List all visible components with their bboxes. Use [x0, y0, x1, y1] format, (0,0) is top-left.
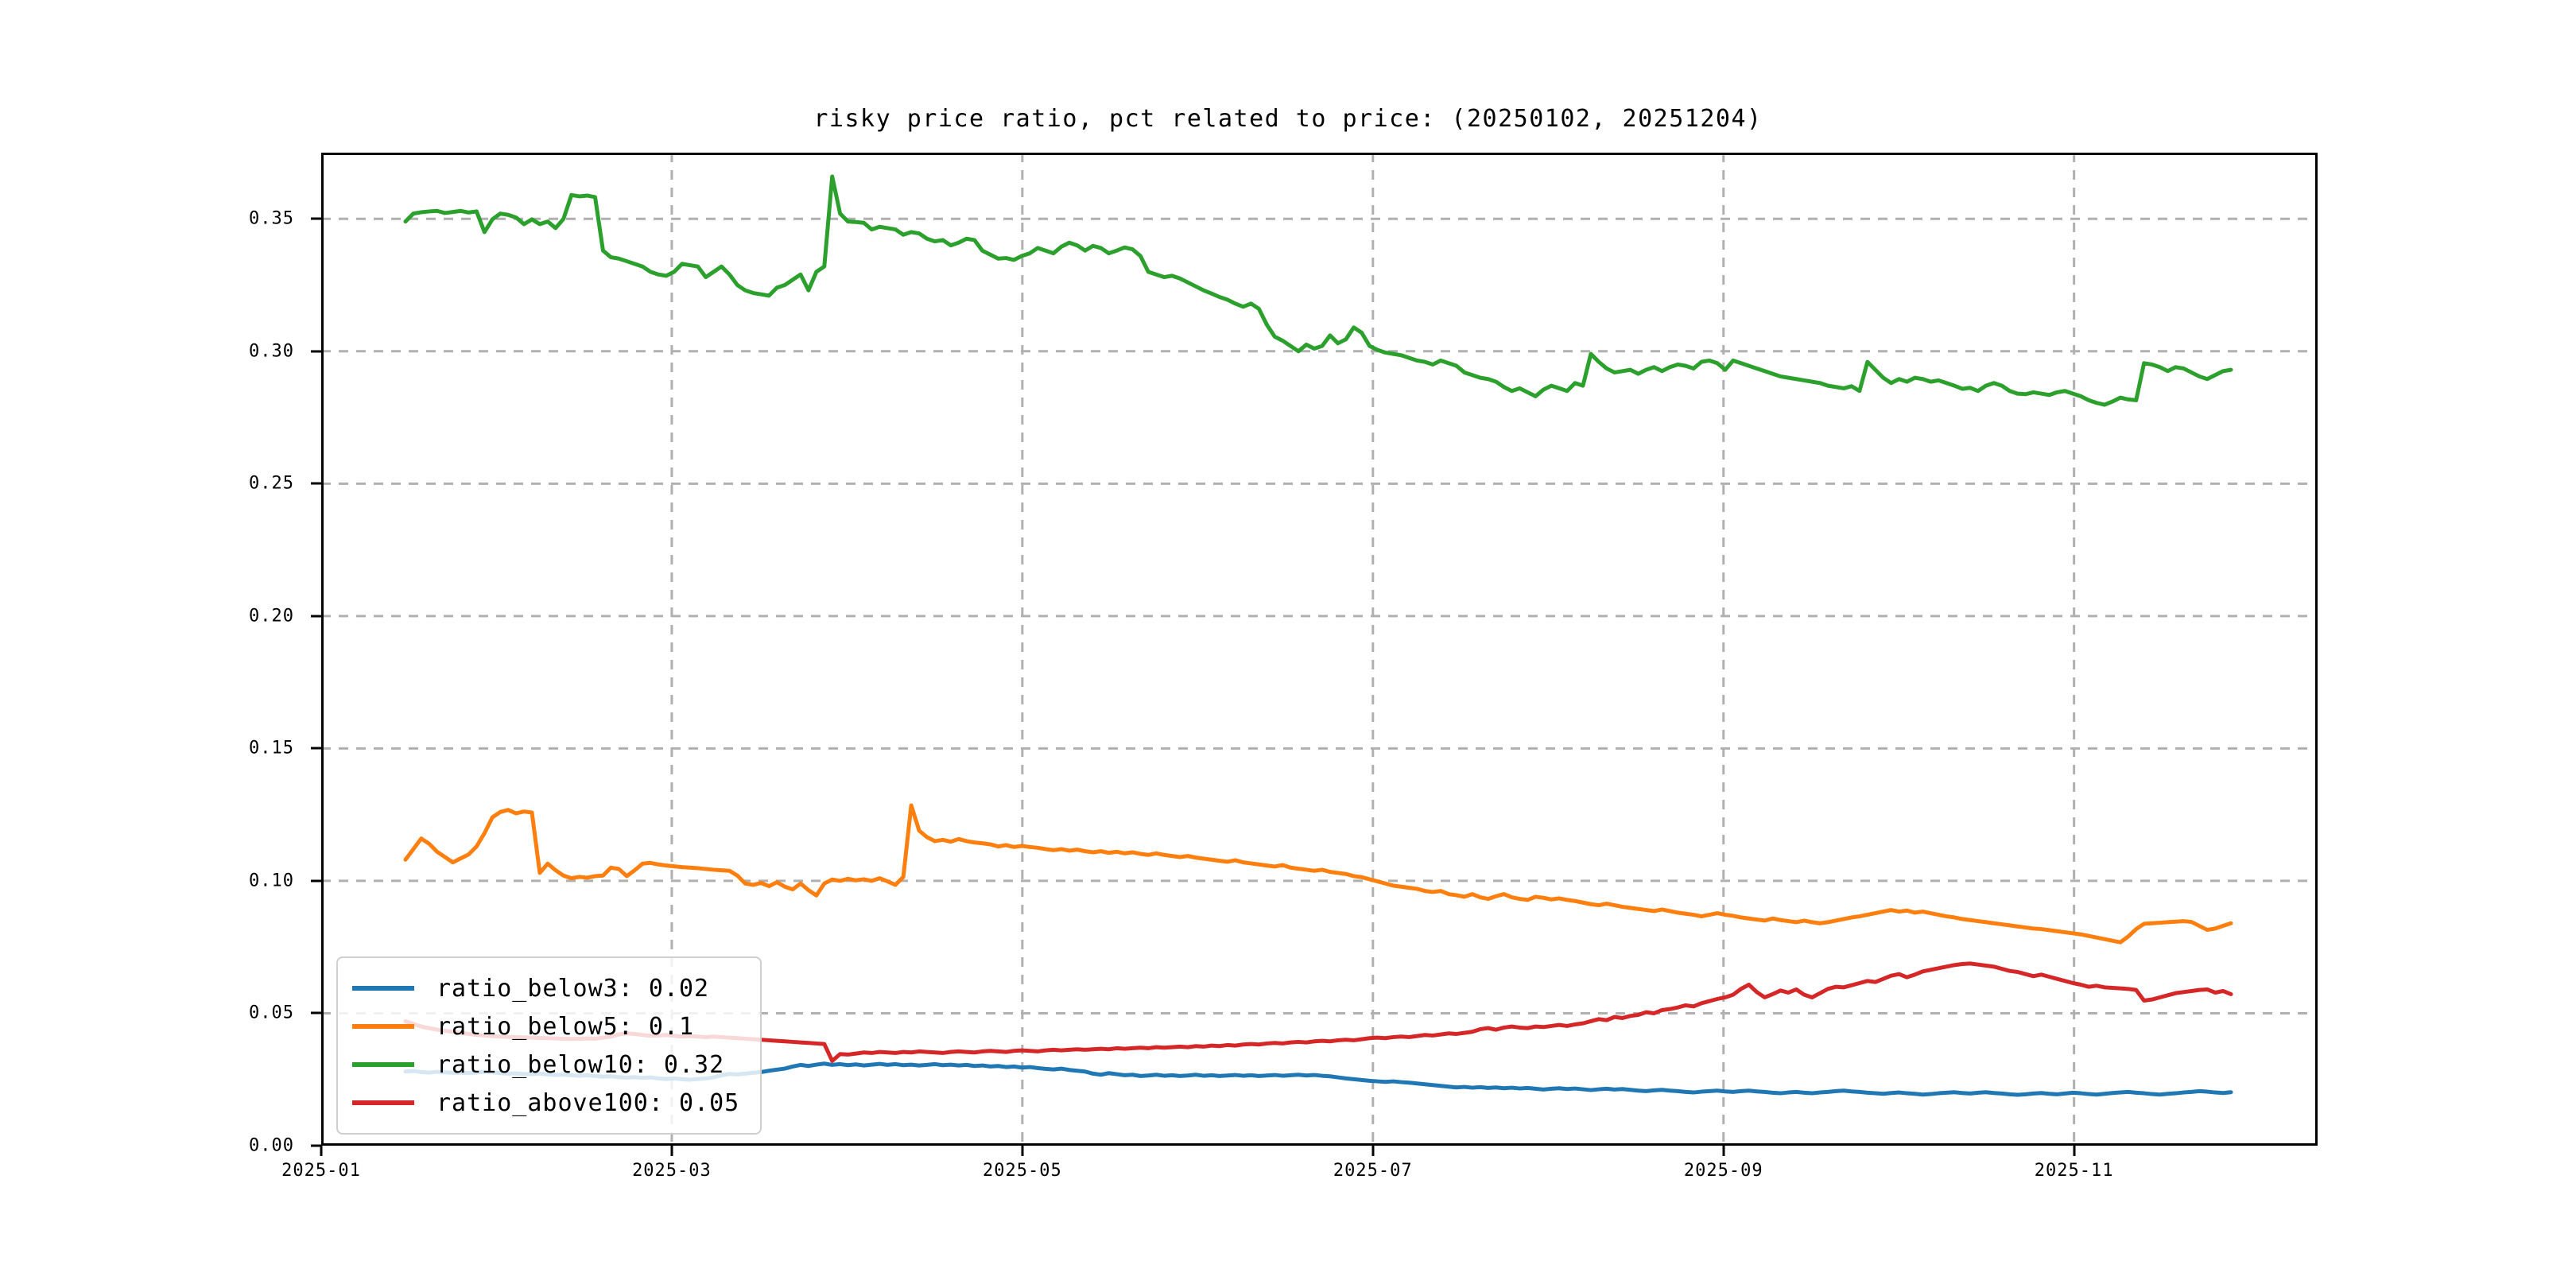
legend-item-ratio_above100[interactable]: ratio_above100: 0.05 — [352, 1084, 739, 1122]
y-tick-mark — [311, 350, 321, 353]
legend-label: ratio_above100: 0.05 — [436, 1088, 740, 1117]
legend[interactable]: ratio_below3: 0.02 ratio_below5: 0.1 ratio… — [336, 956, 762, 1135]
x-tick-mark — [1371, 1146, 1375, 1156]
x-tick-mark — [1021, 1146, 1024, 1156]
series-line-ratio_below10 — [403, 174, 2233, 407]
y-tick-label: 0.20 — [249, 606, 294, 627]
legend-color-swatch — [352, 986, 414, 991]
y-tick-mark — [311, 482, 321, 485]
y-tick-label: 0.05 — [249, 1003, 294, 1023]
y-tick-mark — [311, 217, 321, 220]
y-tick-label: 0.30 — [249, 341, 294, 362]
y-tick-mark — [311, 747, 321, 750]
x-tick-label: 2025-11 — [2034, 1161, 2114, 1181]
y-tick-label: 0.25 — [249, 473, 294, 494]
y-tick-mark — [311, 615, 321, 618]
x-tick-label: 2025-01 — [281, 1161, 361, 1181]
legend-item-ratio_below3[interactable]: ratio_below3: 0.02 — [352, 969, 739, 1007]
legend-label: ratio_below10: 0.32 — [436, 1050, 725, 1079]
y-tick-label: 0.10 — [249, 871, 294, 891]
series-line-ratio_below5 — [403, 803, 2233, 945]
x-tick-label: 2025-09 — [1683, 1161, 1763, 1181]
x-tick-mark — [1722, 1146, 1725, 1156]
x-tick-label: 2025-03 — [632, 1161, 712, 1181]
x-tick-mark — [2073, 1146, 2076, 1156]
x-tick-mark — [320, 1146, 323, 1156]
y-tick-label: 0.00 — [249, 1135, 294, 1156]
legend-color-swatch — [352, 1100, 414, 1105]
y-tick-mark — [311, 879, 321, 883]
legend-color-swatch — [352, 1062, 414, 1067]
x-tick-label: 2025-05 — [983, 1161, 1062, 1181]
y-tick-mark — [311, 1144, 321, 1147]
y-tick-label: 0.15 — [249, 738, 294, 758]
y-tick-label: 0.35 — [249, 208, 294, 229]
x-tick-label: 2025-07 — [1333, 1161, 1413, 1181]
legend-label: ratio_below3: 0.02 — [436, 974, 710, 1003]
legend-item-ratio_below10[interactable]: ratio_below10: 0.32 — [352, 1046, 739, 1084]
y-tick-mark — [311, 1011, 321, 1014]
legend-item-ratio_below5[interactable]: ratio_below5: 0.1 — [352, 1007, 739, 1046]
legend-color-swatch — [352, 1024, 414, 1029]
x-tick-mark — [670, 1146, 673, 1156]
page-title: risky price ratio, pct related to price:… — [813, 105, 1763, 133]
legend-label: ratio_below5: 0.1 — [436, 1012, 695, 1041]
